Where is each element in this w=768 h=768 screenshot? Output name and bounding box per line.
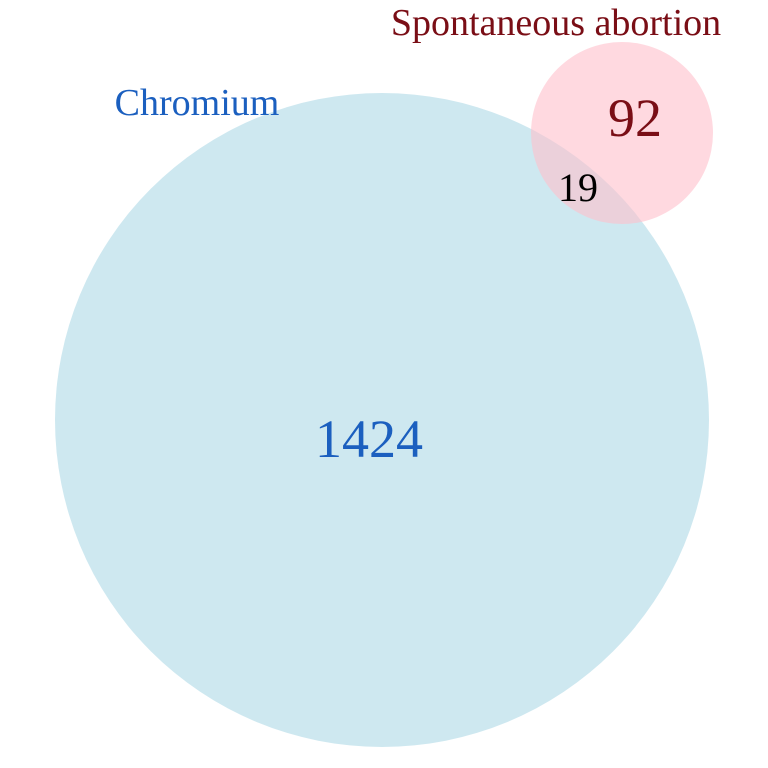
set-spontaneous-abortion-label: Spontaneous abortion bbox=[391, 2, 721, 44]
spontaneous-abortion-only-count: 92 bbox=[608, 88, 662, 148]
chromium-only-count: 1424 bbox=[315, 409, 423, 469]
set-spontaneous-abortion-circle bbox=[531, 42, 713, 224]
set-chromium-circle bbox=[55, 93, 709, 747]
intersection-count: 19 bbox=[558, 165, 598, 210]
set-chromium-label: Chromium bbox=[115, 82, 280, 124]
